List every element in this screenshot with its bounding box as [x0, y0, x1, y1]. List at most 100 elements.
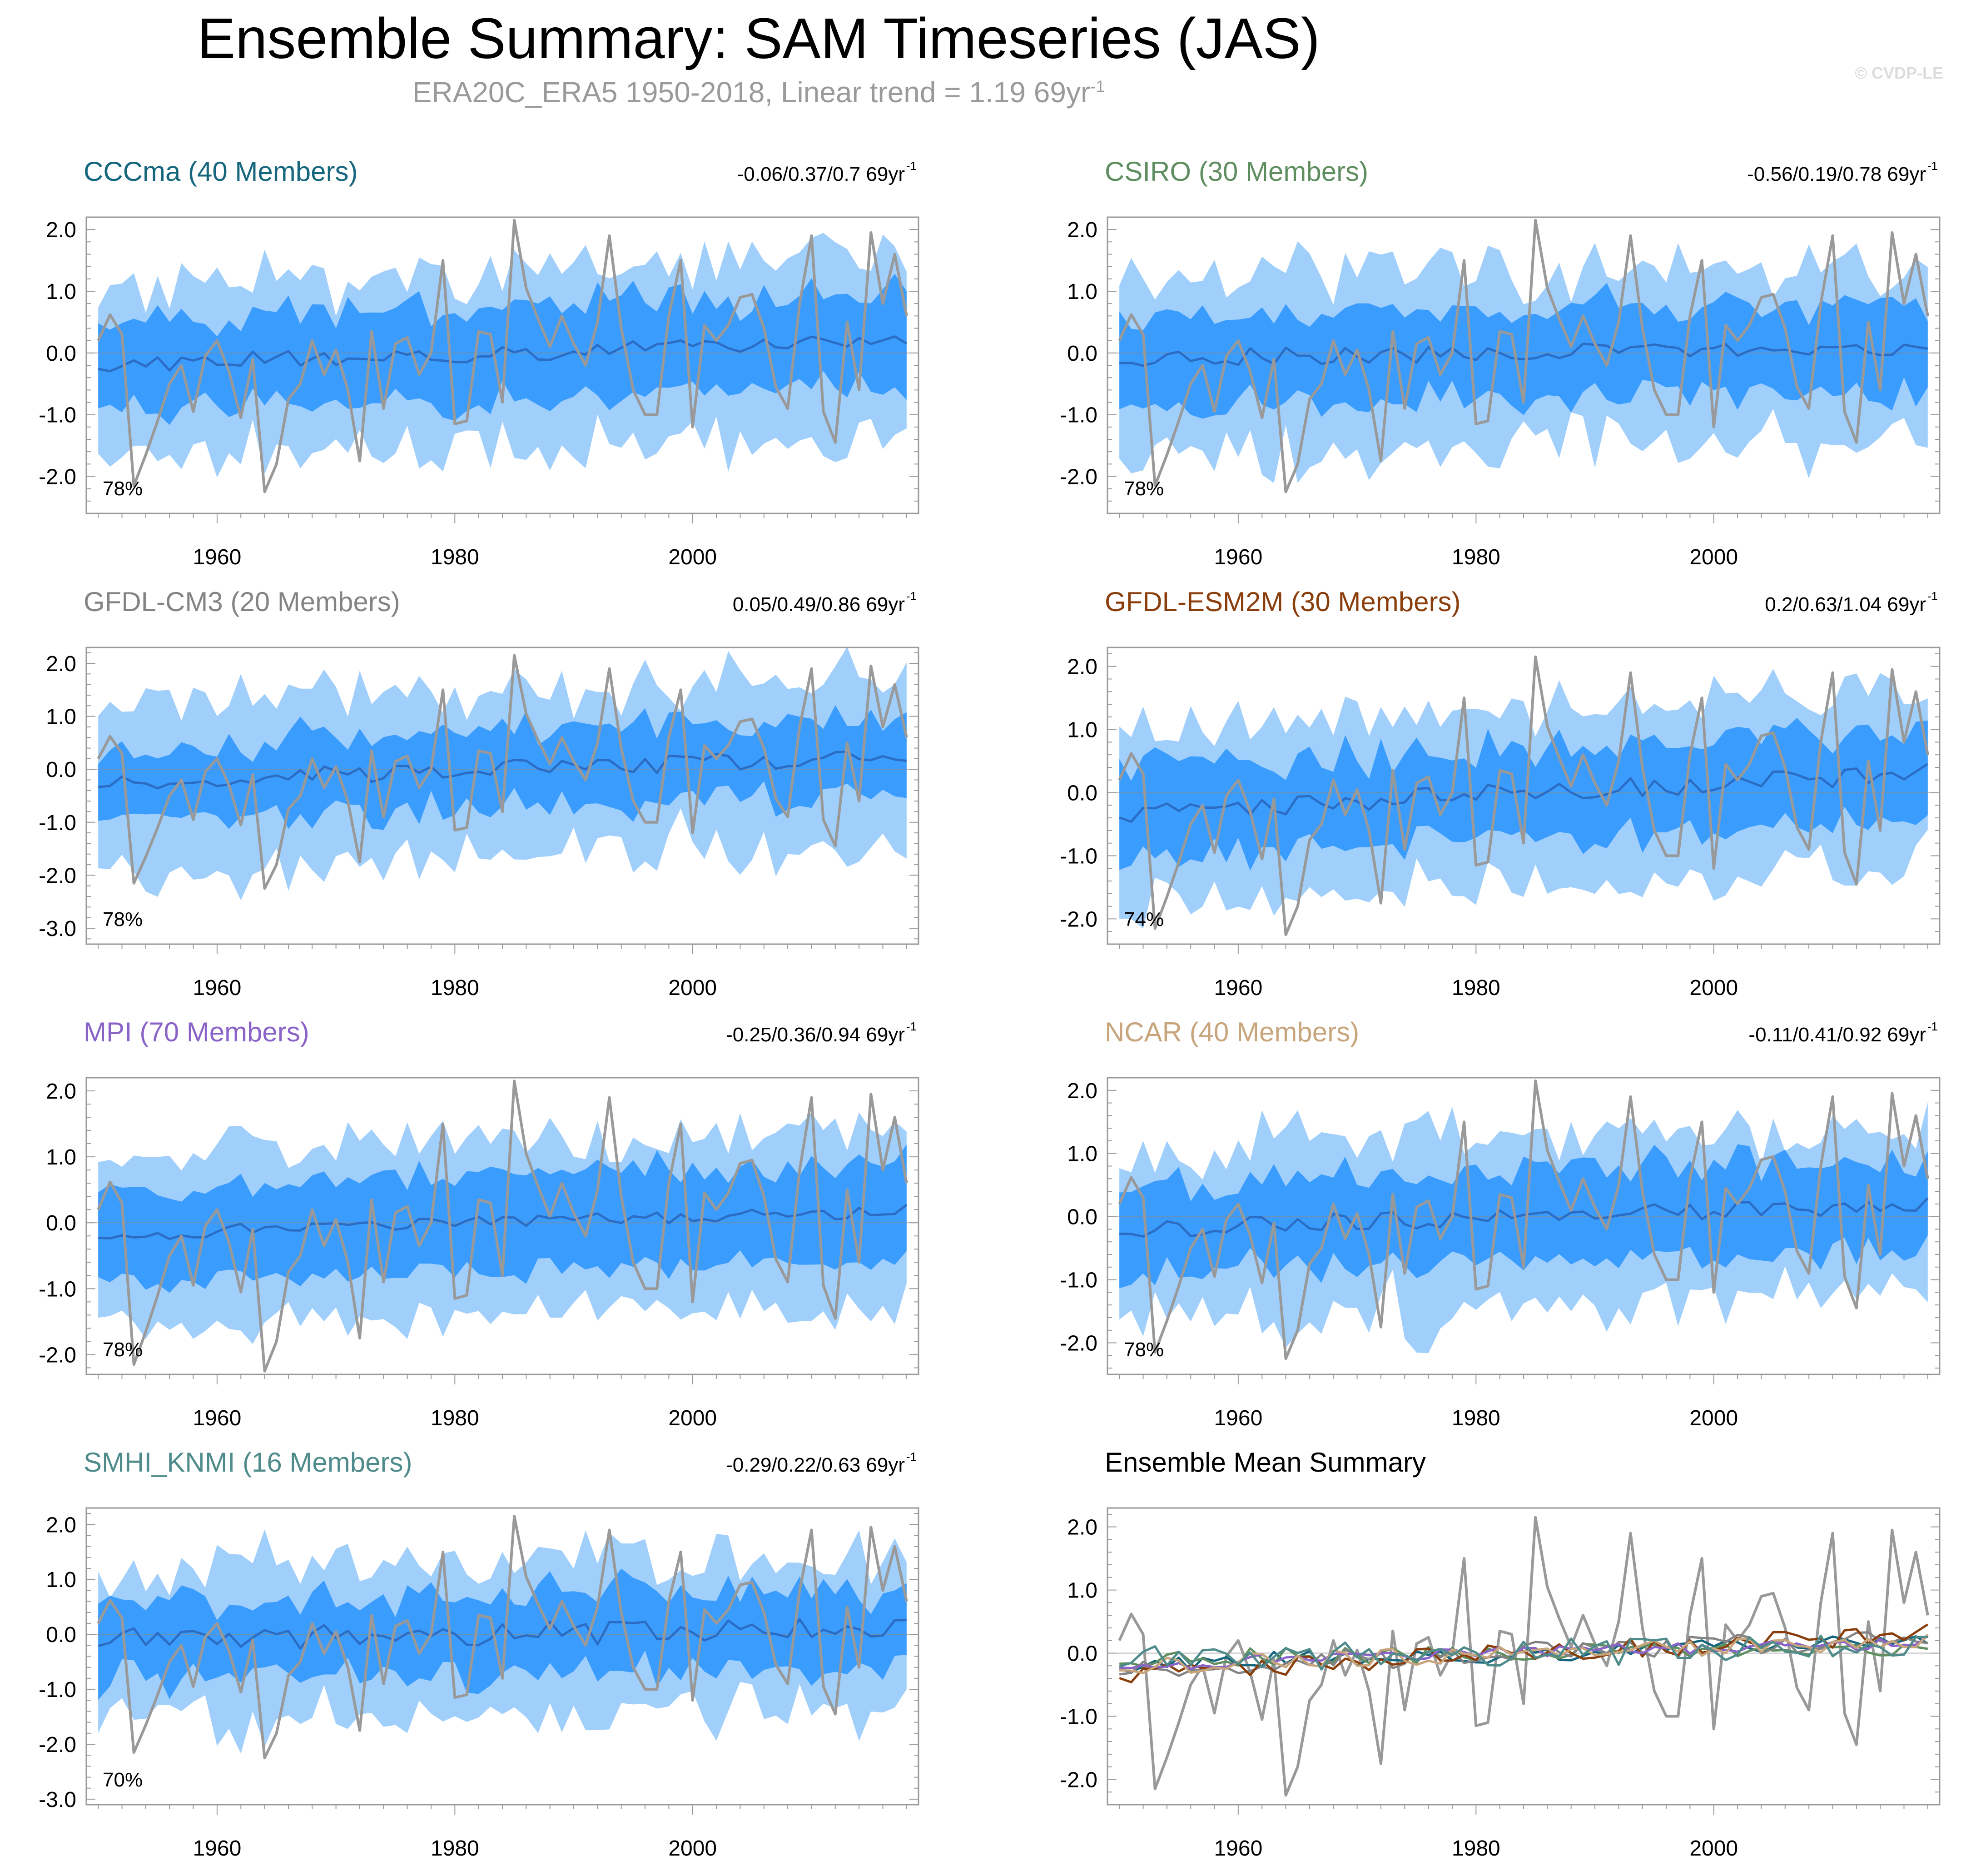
panel-ncar: NCAR (40 Members) -0.11/0.41/0.92 69yr -1 2… — [1060, 1017, 1941, 1430]
y-tick-label: -2.0 — [39, 1343, 76, 1367]
ensemble-mean-series — [98, 751, 907, 790]
x-tick-label: 1960 — [1214, 976, 1262, 1000]
y-tick-label: -1.0 — [1060, 1269, 1097, 1293]
x-tick-label: 1960 — [193, 545, 241, 569]
panel-trend-label: -0.56/0.19/0.78 69yr — [1747, 163, 1926, 185]
ensemble-mean-series — [1119, 1634, 1928, 1671]
y-tick-label: -1.0 — [39, 403, 76, 428]
x-tick-label: 1980 — [431, 545, 479, 569]
observed-series — [1118, 1516, 1929, 1797]
y-tick-label: -2.0 — [1060, 1768, 1097, 1792]
x-tick-label: 1960 — [1214, 545, 1262, 569]
plot-area — [1107, 655, 1940, 936]
y-tick-label: 1.0 — [46, 280, 76, 304]
y-tick-label: -1.0 — [39, 1277, 76, 1301]
observed-series — [97, 219, 908, 493]
x-tick-label: 1980 — [431, 976, 479, 1000]
x-tick-label: 1960 — [1214, 1836, 1262, 1861]
panel-trend-exponent: -1 — [906, 159, 917, 173]
x-tick-label: 2000 — [668, 1836, 717, 1861]
y-tick-label: 2.0 — [1067, 1079, 1097, 1103]
y-tick-label: 2.0 — [46, 1080, 76, 1104]
panel-title: GFDL-CM3 (20 Members) — [84, 587, 400, 617]
y-tick-label: 2.0 — [1067, 1516, 1097, 1540]
x-tick-label: 1980 — [431, 1836, 479, 1861]
percent-label: 70% — [103, 1769, 143, 1791]
y-tick-label: 2.0 — [46, 652, 76, 676]
y-tick-label: 0.0 — [1067, 1205, 1097, 1229]
percent-label: 78% — [1124, 1339, 1164, 1361]
x-tick-label: 1980 — [1452, 976, 1500, 1000]
x-tick-label: 1980 — [1452, 1836, 1500, 1861]
panel-gfdl-esm2m: GFDL-ESM2M (30 Members) 0.2/0.63/1.04 69y… — [1060, 587, 1941, 1000]
y-tick-label: -2.0 — [39, 864, 76, 888]
y-tick-label: 1.0 — [1067, 1579, 1097, 1603]
panel-trend-exponent: -1 — [1927, 1020, 1938, 1033]
y-tick-label: -1.0 — [39, 811, 76, 835]
panel-title: SMHI_KNMI (16 Members) — [84, 1447, 412, 1478]
plot-area — [1107, 1079, 1940, 1360]
inner-spread-band — [98, 705, 907, 830]
figure-title: Ensemble Summary: SAM Timeseries (JAS) — [197, 6, 1320, 70]
plot-area — [86, 1515, 918, 1760]
y-tick-label: -1.0 — [1060, 1705, 1097, 1729]
panel-gfdl-cm3: GFDL-CM3 (20 Members) 0.05/0.49/0.86 69yr… — [39, 587, 919, 1000]
subtitle-text: ERA20C_ERA5 1950-2018, Linear trend = 1.… — [412, 76, 1091, 109]
panel-title: GFDL-ESM2M (30 Members) — [1105, 587, 1460, 617]
panel-trend-label: -0.11/0.41/0.92 69yr — [1748, 1024, 1926, 1046]
ensemble-mean-series — [1119, 343, 1928, 367]
panel-smhi-knmi: SMHI_KNMI (16 Members) -0.29/0.22/0.63 69… — [39, 1447, 919, 1861]
observed-series — [97, 1080, 908, 1373]
figure-subtitle: ERA20C_ERA5 1950-2018, Linear trend = 1.… — [0, 75, 1517, 109]
panel-trend-label: -0.06/0.37/0.7 69yr — [737, 163, 905, 185]
y-tick-label: 0.0 — [46, 1623, 76, 1647]
x-tick-label: 1960 — [193, 976, 241, 1000]
y-tick-label: 2.0 — [46, 1513, 76, 1537]
percent-label: 78% — [1124, 478, 1164, 500]
y-tick-label: -2.0 — [39, 465, 76, 489]
y-tick-label: 1.0 — [1067, 718, 1097, 742]
y-tick-label: -3.0 — [39, 917, 76, 941]
x-tick-label: 1960 — [193, 1406, 241, 1430]
panel-trend-exponent: -1 — [906, 1020, 917, 1033]
subtitle-exponent: -1 — [1090, 77, 1105, 96]
y-tick-label: -3.0 — [39, 1788, 76, 1812]
panel-trend-label: 0.05/0.49/0.86 69yr — [733, 593, 905, 616]
y-tick-label: 0.0 — [1067, 342, 1097, 366]
panel-cccma: CCCma (40 Members) -0.06/0.37/0.7 69yr -1 2… — [39, 156, 919, 569]
panel-title: Ensemble Mean Summary — [1105, 1447, 1426, 1478]
y-tick-label: 2.0 — [46, 218, 76, 242]
ensemble-mean-series — [1119, 1633, 1929, 1674]
y-tick-label: 1.0 — [46, 1568, 76, 1592]
panel-title: CCCma (40 Members) — [84, 156, 357, 187]
ensemble-mean-series — [98, 1204, 908, 1240]
y-tick-label: -2.0 — [1060, 1332, 1097, 1356]
x-tick-label: 1980 — [1452, 1406, 1500, 1430]
y-tick-label: -2.0 — [1060, 465, 1097, 489]
y-tick-label: 2.0 — [1067, 218, 1097, 242]
plot-area — [86, 647, 918, 901]
x-tick-label: 2000 — [1689, 1406, 1738, 1430]
panel-trend-label: 0.2/0.63/1.04 69yr — [1765, 593, 1926, 616]
x-tick-label: 1960 — [1214, 1406, 1262, 1430]
ensemble-mean-series — [1119, 1197, 1929, 1238]
observed-series — [97, 654, 908, 890]
x-tick-label: 1980 — [431, 1406, 479, 1430]
percent-label: 78% — [103, 1339, 143, 1361]
panel-trend-exponent: -1 — [906, 589, 917, 603]
panel-ensemble-mean-summary: Ensemble Mean Summary 2.0 1.0 0.0 -1.0 -2.0 19… — [1060, 1447, 1941, 1861]
y-tick-label: 1.0 — [46, 1145, 76, 1169]
y-tick-label: 1.0 — [1067, 280, 1097, 304]
y-tick-label: -1.0 — [1060, 403, 1097, 428]
y-tick-label: -1.0 — [39, 1678, 76, 1702]
panel-title: MPI (70 Members) — [84, 1017, 309, 1047]
panel-trend-label: -0.25/0.36/0.94 69yr — [726, 1024, 905, 1046]
y-tick-label: 0.0 — [46, 1211, 76, 1235]
panel-trend-label: -0.29/0.22/0.63 69yr — [726, 1454, 905, 1476]
percent-label: 74% — [1124, 908, 1164, 931]
panel-mpi: MPI (70 Members) -0.25/0.36/0.94 69yr -1 2.… — [39, 1017, 919, 1430]
observed-series — [1118, 219, 1929, 493]
x-tick-label: 2000 — [668, 976, 717, 1000]
y-tick-label: -2.0 — [1060, 907, 1097, 931]
